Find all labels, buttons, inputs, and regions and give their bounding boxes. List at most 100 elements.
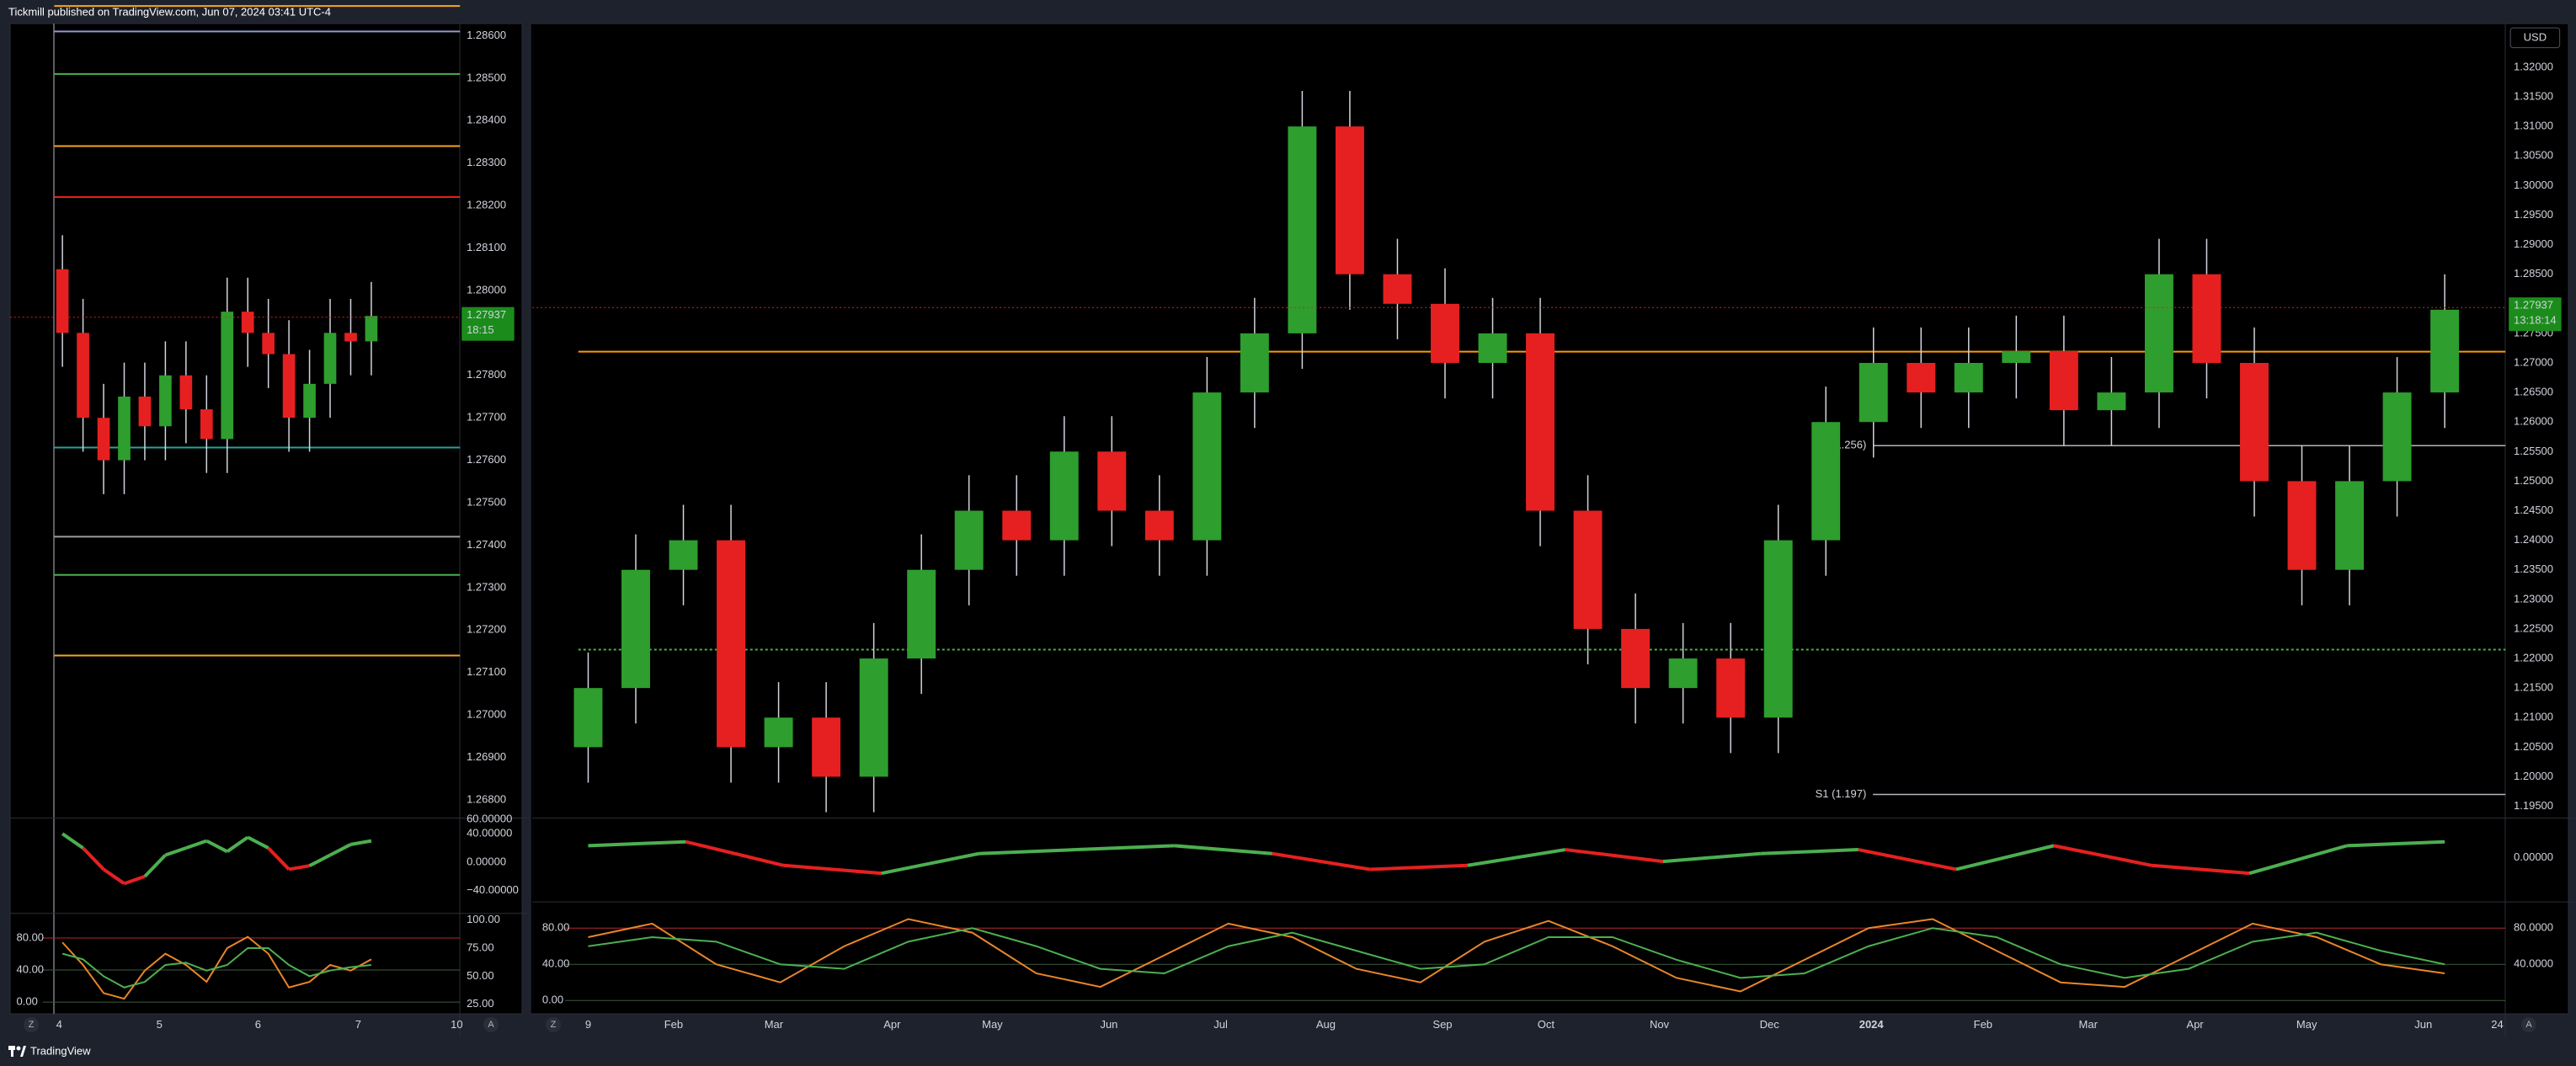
x-tick-label: Dec (1760, 1018, 1780, 1031)
oscillator-segment (685, 839, 784, 867)
candle-body (2287, 481, 2317, 570)
y-tick-label: 1.27000 (467, 708, 506, 721)
candle-body (1335, 126, 1364, 274)
y-tick-label: 1.22000 (2514, 651, 2553, 664)
y-tick-label: 1.23000 (2514, 592, 2553, 605)
x-tick-label: 10 (451, 1018, 462, 1031)
candle-body (1002, 510, 1032, 541)
x-tick-label: 6 (255, 1018, 261, 1031)
candle-body (2382, 392, 2412, 482)
y-tick-label: 1.30500 (2514, 149, 2553, 162)
oscillator-segment (1076, 844, 1175, 852)
candle-body (1954, 363, 1983, 393)
y-tick-label: 1.29500 (2514, 208, 2553, 221)
candle-body (77, 333, 89, 418)
y-tick-label: 60.00000 (467, 813, 512, 825)
oscillator-segment (1662, 851, 1762, 864)
candle-body (717, 540, 746, 748)
candle-body (764, 717, 793, 748)
control-button[interactable] (24, 1017, 39, 1032)
candle-body (1526, 333, 1555, 511)
y-tick-label: 1.20000 (2514, 770, 2553, 782)
oscillator-segment (1467, 848, 1566, 867)
candle-body (323, 333, 337, 384)
x-tick-label: Jun (2414, 1018, 2432, 1031)
control-label[interactable]: A (2525, 1020, 2532, 1030)
candle-body (1192, 392, 1222, 541)
x-tick-label: 24 (2491, 1018, 2503, 1031)
candle-body (954, 510, 984, 570)
control-label[interactable]: A (488, 1020, 494, 1030)
oscillator-segment (2248, 844, 2348, 876)
candle-body (812, 717, 841, 777)
candle-body (1049, 451, 1079, 541)
y-tick-label: 1.26800 (467, 792, 506, 805)
y-tick-label: 0.00 (17, 995, 38, 1008)
x-tick-label: Feb (664, 1018, 683, 1031)
candle-body (2049, 350, 2078, 411)
candle-body (2097, 392, 2126, 411)
control-button[interactable] (546, 1017, 561, 1032)
candle-body (1668, 658, 1698, 689)
candle-body (56, 269, 69, 333)
control-label[interactable]: Z (551, 1020, 557, 1030)
y-tick-label: 1.26000 (2514, 415, 2553, 428)
y-tick-label: 1.27100 (467, 665, 506, 678)
candle-body (573, 688, 603, 748)
x-tick-label: 5 (157, 1018, 163, 1031)
candle-body (1907, 363, 1936, 393)
y-tick-label: 1.25000 (2514, 474, 2553, 487)
oscillator-segment (1760, 848, 1859, 855)
y-tick-label: 1.27800 (467, 368, 506, 381)
oscillator-line (588, 927, 2445, 979)
oscillator-segment (61, 832, 84, 850)
candle-body (1811, 422, 1841, 541)
oscillator-segment (288, 864, 310, 871)
oscillator-segment (2151, 863, 2250, 876)
candle-body (2335, 481, 2364, 570)
y-tick-label: 80.00 (17, 930, 45, 943)
candle-body (179, 375, 193, 410)
x-tick-label: May (982, 1018, 1003, 1031)
x-tick-label: Feb (1974, 1018, 1992, 1031)
oscillator-segment (783, 863, 882, 876)
candle-body (1431, 303, 1459, 364)
candle-body (303, 383, 316, 418)
candle-body (1240, 333, 1269, 393)
candle-body (1383, 274, 1412, 304)
y-tick-label: 1.24000 (2514, 533, 2553, 546)
y-tick-label: 100.00 (467, 913, 500, 925)
oscillator-segment (329, 843, 352, 857)
oscillator-segment (267, 846, 291, 871)
y-tick-label: 40.00000 (467, 827, 512, 839)
controls[interactable]: Z A Z A (24, 1017, 2536, 1032)
oscillator-segment (247, 835, 269, 850)
y-tick-label: 1.26500 (2514, 386, 2553, 398)
candle-body (221, 312, 234, 440)
candle-body (1716, 658, 1746, 718)
last-price-label: 1.27937 (2514, 299, 2553, 312)
currency-label: USD (2524, 30, 2547, 43)
oscillator-segment (1369, 863, 1468, 871)
y-tick-label: 75.00 (467, 941, 494, 953)
control-button[interactable] (2521, 1017, 2536, 1032)
oscillator-segment (1174, 844, 1272, 855)
candle-body (1478, 333, 1507, 364)
y-tick-label: 1.19500 (2514, 799, 2553, 812)
control-button[interactable] (483, 1017, 499, 1032)
x-tick-label: Apr (2186, 1018, 2204, 1031)
candle-body (159, 375, 172, 427)
x-tick-label: Mar (2079, 1018, 2099, 1031)
oscillator-segment (123, 874, 146, 886)
candle-body (344, 333, 357, 342)
candle-body (200, 409, 213, 440)
x-tick-label: Oct (1538, 1018, 1555, 1031)
candle-body (1288, 126, 1317, 333)
y-tick-label: 40.0000 (2514, 957, 2553, 970)
candle-body (1859, 363, 1888, 423)
oscillator-segment (143, 854, 167, 878)
candle-body (1144, 510, 1174, 541)
control-label[interactable]: Z (29, 1020, 35, 1030)
y-tick-label: 40.00 (17, 962, 45, 975)
